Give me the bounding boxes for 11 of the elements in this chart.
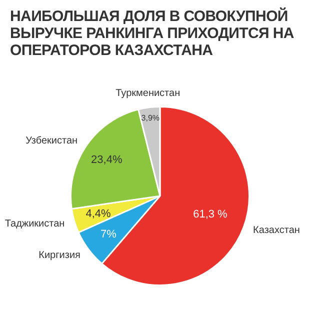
chart-title: НАИБОЛЬШАЯ ДОЛЯ В СОВОКУПНОЙ ВЫРУЧКЕ РАНКИНГА ПРИХОДИТСЯ НА ОПЕРАТОРОВ КАЗАХСТАНА <box>10 8 295 59</box>
slice-label: Узбекистан <box>26 135 78 146</box>
data-label: 61,3 % <box>193 208 228 221</box>
data-label: 7% <box>100 228 117 240</box>
slice-label: Туркменистан <box>116 88 180 100</box>
slice-label: Казахстан <box>253 225 300 236</box>
slice-label: Таджикистан <box>4 218 65 230</box>
slice-label: Киргизия <box>38 250 80 262</box>
data-label: 23,4% <box>91 154 122 166</box>
data-label: 4,4% <box>86 208 112 220</box>
data-label: 3,9% <box>141 113 160 122</box>
